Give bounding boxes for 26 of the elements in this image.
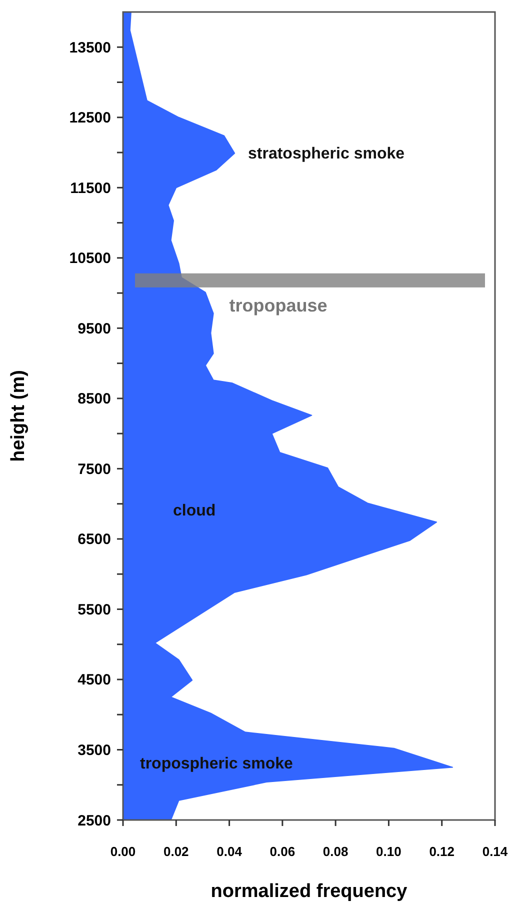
x-tick-label: 0.12 <box>429 844 455 859</box>
annotation: tropospheric smoke <box>140 756 294 773</box>
y-tick-label: 8500 <box>78 390 111 408</box>
x-axis-title: normalized frequency <box>210 881 408 902</box>
x-tick-label: 0.14 <box>482 844 508 859</box>
y-axis-title: height (m) <box>8 370 29 462</box>
y-tick-label: 6500 <box>78 531 111 548</box>
annotation: stratospheric smoke <box>248 146 405 163</box>
annotation: cloud <box>173 502 216 520</box>
y-tick-label: 2500 <box>78 812 111 830</box>
band-label: tropopause <box>229 295 328 316</box>
x-tick-label: 0.00 <box>110 844 136 859</box>
y-tick-label: 5500 <box>78 601 111 618</box>
y-tick-label: 12500 <box>69 110 111 127</box>
x-tick-label: 0.02 <box>163 844 189 859</box>
x-tick-label: 0.08 <box>322 844 348 859</box>
y-tick-label: 3500 <box>78 742 111 759</box>
y-tick-label: 11500 <box>70 180 111 197</box>
y-tick-label: 4500 <box>78 672 111 689</box>
y-tick-label: 10500 <box>69 250 111 268</box>
x-tick-label: 0.04 <box>216 844 243 859</box>
x-tick-label: 0.06 <box>270 844 296 859</box>
y-tick-label: 13500 <box>69 39 111 56</box>
y-tick-label: 9500 <box>78 320 111 338</box>
y-tick-label: 7500 <box>78 460 111 478</box>
x-tick-label: 0.10 <box>376 844 402 859</box>
